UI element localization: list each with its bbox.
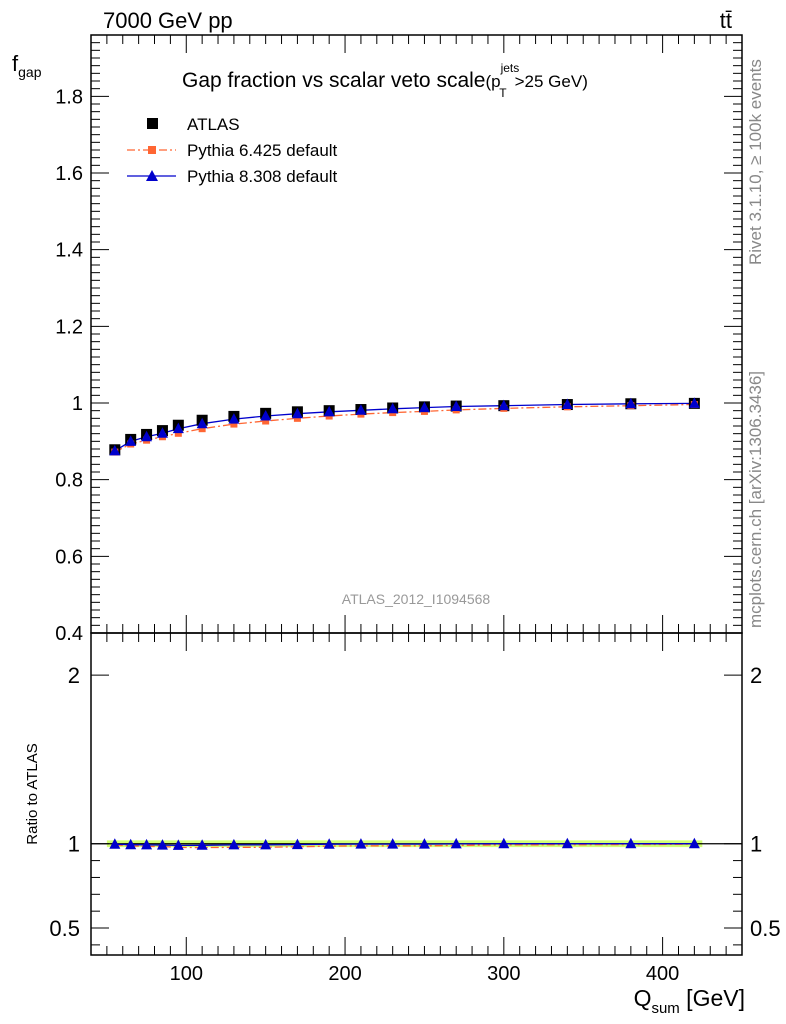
ratio-point-pythia8: [625, 837, 637, 849]
rivet-label: Rivet 3.1.10, ≥ 100k events: [746, 59, 765, 265]
ratio-plot-area: [91, 837, 742, 850]
ratio-y-tick-labels: 0.5 0.5 1 1 2 2: [49, 663, 780, 941]
ratio-point-pythia8: [141, 838, 153, 850]
y-tick-label: 1: [72, 393, 83, 415]
x-axis-label: Qsum [GeV]: [634, 985, 745, 1017]
x-tick-label: 300: [487, 963, 520, 985]
data-point-pythia8: [688, 397, 700, 408]
legend-marker-pythia8: [146, 170, 158, 181]
data-point-pythia8: [260, 410, 272, 421]
legend-label-atlas: ATLAS: [187, 115, 240, 134]
ratio-point-pythia8: [688, 837, 700, 849]
ratio-point-pythia8: [323, 838, 335, 849]
data-point-pythia6: [174, 429, 182, 437]
x-tick-label: 100: [170, 963, 203, 985]
mcplots-label: mcplots.cern.ch [arXiv:1306.3436]: [746, 371, 765, 628]
ratio-point-pythia8: [418, 838, 430, 849]
y-tick-label: 1.2: [55, 316, 83, 338]
ratio-y-tick-label-right: 1: [750, 832, 762, 857]
x-tick-label: 200: [328, 963, 361, 985]
x-tick-label: 400: [646, 963, 679, 985]
energy-label: 7000 GeV pp: [103, 8, 233, 33]
ratio-point-pythia8: [355, 838, 367, 849]
legend-marker-atlas: [147, 118, 158, 129]
data-point-pythia6: [293, 414, 301, 422]
legend-entry-pythia6: Pythia 6.425 default: [127, 141, 338, 160]
analysis-watermark: ATLAS_2012_I1094568: [342, 591, 491, 607]
data-point-pythia8: [498, 399, 510, 411]
main-y-tick-labels: 0.4 0.6 0.8 1 1.2 1.4 1.6 1.8: [55, 86, 83, 645]
ratio-point-pythia8: [498, 837, 510, 849]
ratio-point-pythia8: [109, 838, 121, 849]
data-point-pythia8: [125, 435, 137, 446]
data-point-pythia8: [561, 398, 573, 410]
ratio-point-pythia8: [450, 837, 462, 849]
legend-entry-pythia8: Pythia 8.308 default: [127, 167, 338, 186]
data-point-pythia8: [109, 444, 121, 456]
data-point-pythia6: [262, 417, 270, 425]
ratio-y-tick-label-right: 2: [750, 663, 762, 688]
legend: ATLAS Pythia 6.425 default Pythia 8.308 …: [127, 115, 338, 186]
data-point-pythia8: [228, 413, 240, 424]
ratio-line-pythia6: [114, 843, 695, 849]
ratio-point-pythia8: [196, 839, 208, 850]
legend-entry-atlas: ATLAS: [147, 115, 240, 134]
data-point-pythia8: [450, 400, 462, 411]
data-point-pythia8: [196, 417, 208, 429]
ratio-point-pythia8: [156, 839, 168, 850]
ratio-point-pythia8: [172, 839, 184, 850]
ratio-y-tick-label-left: 2: [68, 663, 80, 688]
y-tick-label: 0.6: [55, 546, 83, 568]
ratio-point-pythia8: [228, 838, 240, 850]
legend-marker-pythia6: [148, 146, 156, 154]
data-point-pythia8: [387, 402, 399, 414]
x-tick-labels: 100 200 300 400: [170, 963, 680, 985]
ratio-axis-ticks: [91, 633, 742, 955]
data-point-pythia8: [418, 401, 430, 413]
process-label: tt̄: [720, 8, 732, 33]
main-plot-area: [109, 397, 700, 456]
data-point-pythia8: [291, 407, 303, 419]
y-tick-label: 0.8: [55, 470, 83, 492]
data-point-pythia6: [230, 420, 238, 428]
ratio-y-axis-label: Ratio to ATLAS: [24, 743, 41, 844]
legend-label-pythia6: Pythia 6.425 default: [187, 141, 338, 160]
y-tick-label: 1.8: [55, 86, 83, 108]
ratio-y-tick-label-left: 0.5: [49, 916, 80, 941]
legend-label-pythia8: Pythia 8.308 default: [187, 167, 338, 186]
y-tick-label: 1.4: [55, 240, 83, 262]
ratio-point-pythia8: [291, 838, 303, 850]
main-panel: 0.4 0.6 0.8 1 1.2 1.4 1.6 1.8 fgap Gap fraction…: [12, 34, 743, 645]
data-point-pythia8: [625, 397, 637, 409]
chart-title: Gap fraction vs scalar veto scale(pjets T…: [182, 61, 588, 100]
ratio-point-pythia8: [125, 838, 137, 850]
data-point-pythia8: [156, 427, 168, 438]
ratio-panel: 0.5 0.5 1 1 2 2 100 200 300 400 Ratio to ATLAS Q…: [24, 632, 781, 1017]
ratio-y-tick-label-left: 1: [68, 832, 80, 857]
data-point-pythia6: [198, 425, 206, 433]
series-line-pythia6: [114, 403, 695, 453]
ratio-y-tick-label-right: 0.5: [750, 916, 781, 941]
ratio-frame: [90, 632, 743, 956]
data-point-pythia8: [323, 405, 335, 417]
y-tick-label: 1.6: [55, 163, 83, 185]
data-point-pythia8: [172, 422, 184, 434]
ratio-point-pythia8: [387, 838, 399, 849]
main-axis-ticks: [91, 34, 742, 634]
ratio-point-pythia8: [260, 838, 272, 850]
y-tick-label: 0.4: [55, 623, 83, 645]
data-point-pythia8: [355, 404, 367, 415]
data-point-pythia8: [141, 430, 153, 442]
main-y-axis-label: fgap: [12, 51, 42, 80]
ratio-point-pythia8: [561, 837, 573, 849]
